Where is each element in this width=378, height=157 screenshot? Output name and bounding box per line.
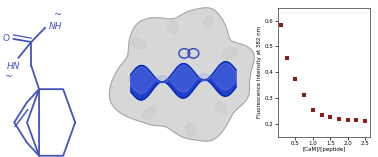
Ellipse shape	[203, 16, 213, 27]
Text: NH: NH	[49, 22, 62, 31]
Point	[362, 120, 368, 122]
Point	[310, 108, 316, 111]
Point	[278, 23, 284, 26]
Text: O: O	[3, 34, 9, 43]
Text: HN: HN	[7, 62, 20, 71]
Y-axis label: Fluorescence Intensity at 382 nm: Fluorescence Intensity at 382 nm	[257, 26, 262, 118]
Point	[292, 77, 298, 80]
Ellipse shape	[168, 21, 178, 34]
Ellipse shape	[186, 123, 195, 136]
X-axis label: [CaM]/[peptide]: [CaM]/[peptide]	[302, 147, 346, 152]
Point	[319, 114, 325, 116]
Point	[284, 57, 290, 59]
Polygon shape	[131, 63, 236, 94]
Polygon shape	[131, 62, 236, 100]
Ellipse shape	[215, 103, 227, 113]
Ellipse shape	[132, 38, 146, 49]
Point	[301, 94, 307, 97]
Polygon shape	[109, 8, 254, 141]
Point	[336, 117, 342, 120]
Point	[353, 119, 359, 121]
Text: ~: ~	[5, 72, 12, 82]
Point	[345, 119, 351, 121]
Text: ~: ~	[54, 10, 62, 20]
Ellipse shape	[128, 74, 141, 82]
Ellipse shape	[222, 48, 237, 59]
Point	[327, 116, 333, 119]
Ellipse shape	[143, 107, 156, 119]
